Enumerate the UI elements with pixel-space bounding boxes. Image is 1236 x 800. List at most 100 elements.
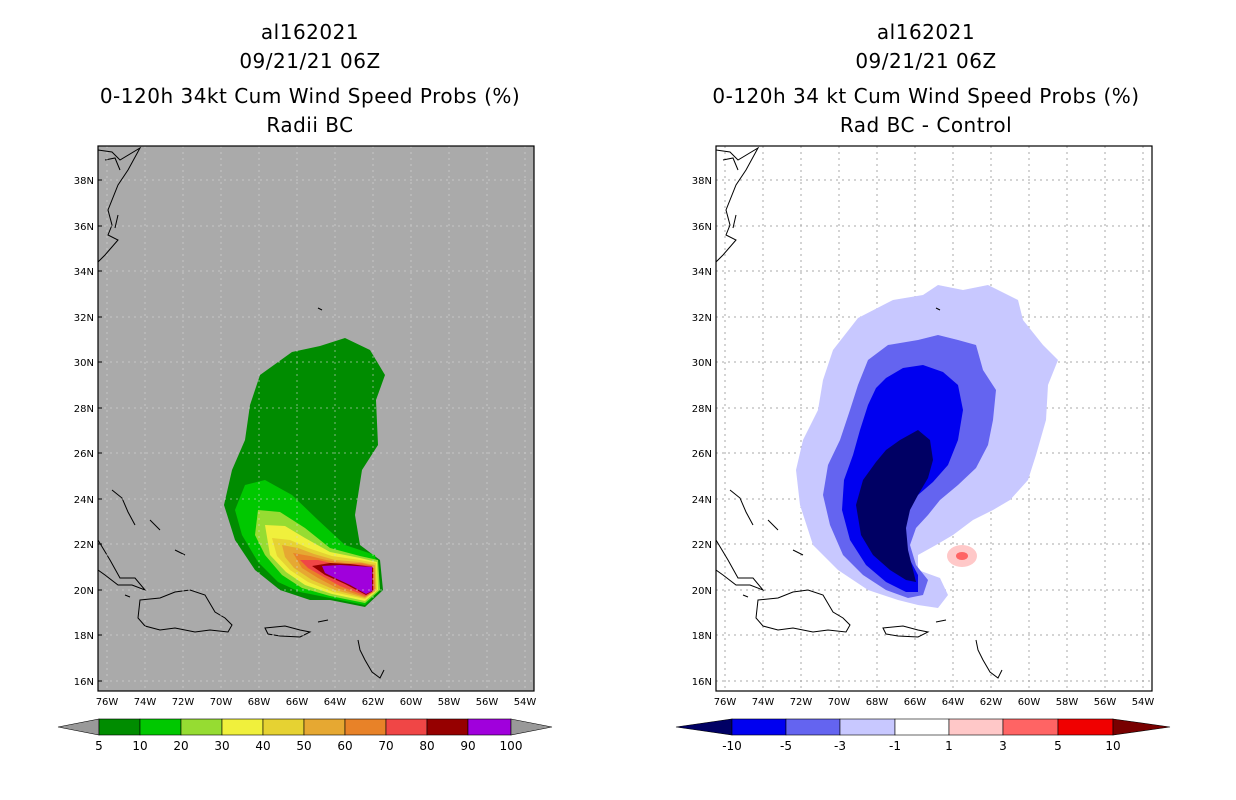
- left-colorbar-cell: [467, 718, 512, 736]
- legend-label: -3: [834, 739, 846, 753]
- left-map-frame: [97, 145, 535, 692]
- right-colorbar-cell: [731, 718, 787, 736]
- left-datetime: 09/21/21 06Z: [239, 49, 381, 73]
- lat-label: 26N: [74, 449, 94, 460]
- lat-label: 36N: [692, 222, 712, 233]
- legend-label: 10: [132, 739, 147, 753]
- lon-label: 56W: [476, 697, 499, 708]
- lon-label: 70W: [210, 697, 233, 708]
- right-colorbar-cell: [785, 718, 841, 736]
- diff-contour-plus3: [956, 552, 968, 560]
- right-storm-id: al162021: [876, 20, 976, 44]
- legend-label: 100: [500, 739, 523, 753]
- lon-label: 72W: [172, 697, 195, 708]
- right-datetime: 09/21/21 06Z: [855, 49, 997, 73]
- legend-label: 5: [1054, 739, 1062, 753]
- lon-label: 68W: [866, 697, 889, 708]
- lat-label: 38N: [692, 176, 712, 187]
- right-coastlines: [716, 146, 1003, 679]
- right-lat-labels: 38N 36N 34N 32N 30N 28N 26N 24N 22N 20N …: [692, 176, 712, 688]
- lon-label: 58W: [438, 697, 461, 708]
- lat-label: 34N: [74, 267, 94, 278]
- lat-label: 24N: [692, 495, 712, 506]
- legend-label: 3: [999, 739, 1007, 753]
- lat-label: 26N: [692, 449, 712, 460]
- lon-label: 60W: [1018, 697, 1041, 708]
- lon-label: 76W: [714, 697, 737, 708]
- legend-label: -10: [722, 739, 742, 753]
- left-title-block: al162021 09/21/21 06Z 0-120h 34kt Cum Wi…: [60, 18, 560, 140]
- left-colorbar-cell: [139, 718, 182, 736]
- right-map-frame: [715, 145, 1153, 692]
- lon-label: 58W: [1056, 697, 1079, 708]
- lat-label: 32N: [692, 313, 712, 324]
- lon-label: 72W: [790, 697, 813, 708]
- left-colorbar-cell: [262, 718, 305, 736]
- left-subtitle: Radii BC: [266, 113, 354, 137]
- right-lon-labels: 76W 74W 72W 70W 68W 66W 64W 62W 60W 58W …: [714, 697, 1155, 708]
- right-map: 38N 36N 34N 32N 30N 28N 26N 24N 22N 20N …: [675, 145, 1171, 753]
- lon-label: 66W: [286, 697, 309, 708]
- legend-label: 40: [255, 739, 270, 753]
- right-colorbar-cell: [894, 718, 950, 736]
- legend-label: 50: [296, 739, 311, 753]
- legend-label: 1: [945, 739, 953, 753]
- left-map: 38N 36N 34N 32N 30N 28N 26N 24N 22N 20N …: [57, 145, 553, 753]
- right-colorbar-labels: -10 -5 -3 -1 1 3 5 10: [722, 739, 1120, 753]
- diff-contour-minus10: [856, 430, 933, 582]
- lat-label: 22N: [692, 540, 712, 551]
- lat-label: 24N: [74, 495, 94, 506]
- left-colorbar-cell: [98, 718, 141, 736]
- legend-label: 10: [1105, 739, 1120, 753]
- lat-label: 20N: [692, 586, 712, 597]
- lat-label: 32N: [74, 313, 94, 324]
- right-colorbar-cell: [839, 718, 896, 736]
- lon-label: 56W: [1094, 697, 1117, 708]
- lat-label: 34N: [692, 267, 712, 278]
- right-colorbar: [675, 718, 1171, 736]
- lat-label: 36N: [74, 222, 94, 233]
- left-colorbar-labels: 5 10 20 30 40 50 60 70 80 90 100: [95, 739, 522, 753]
- legend-label: 30: [214, 739, 229, 753]
- lon-label: 66W: [904, 697, 927, 708]
- left-product: 0-120h 34kt Cum Wind Speed Probs (%): [99, 84, 521, 108]
- lon-label: 62W: [362, 697, 385, 708]
- legend-label: 70: [378, 739, 393, 753]
- right-product: 0-120h 34 kt Cum Wind Speed Probs (%): [712, 84, 1140, 108]
- lat-label: 28N: [74, 404, 94, 415]
- lon-label: 74W: [752, 697, 775, 708]
- left-colorbar-lower-arrow: [57, 718, 100, 736]
- left-colorbar-cell: [303, 718, 346, 736]
- left-lon-labels: 76W 74W 72W 70W 68W 66W 64W 62W 60W 58W …: [96, 697, 537, 708]
- lat-label: 16N: [74, 677, 94, 688]
- lat-label: 18N: [74, 631, 94, 642]
- lon-label: 62W: [980, 697, 1003, 708]
- legend-label: 80: [419, 739, 434, 753]
- left-colorbar-upper-arrow: [510, 718, 553, 736]
- lat-label: 18N: [692, 631, 712, 642]
- left-colorbar-cell: [180, 718, 223, 736]
- right-colorbar-cell: [1002, 718, 1059, 736]
- lat-label: 22N: [74, 540, 94, 551]
- lon-label: 64W: [942, 697, 965, 708]
- left-colorbar-cell: [344, 718, 387, 736]
- lon-label: 68W: [248, 697, 271, 708]
- left-lat-labels: 38N 36N 34N 32N 30N 28N 26N 24N 22N 20N …: [74, 176, 94, 688]
- lat-label: 28N: [692, 404, 712, 415]
- lon-label: 76W: [96, 697, 119, 708]
- right-grid: [716, 146, 1152, 691]
- legend-label: -1: [889, 739, 901, 753]
- lat-label: 38N: [74, 176, 94, 187]
- lon-label: 60W: [400, 697, 423, 708]
- right-colorbar-cell: [948, 718, 1004, 736]
- left-colorbar-cell: [426, 718, 469, 736]
- lat-label: 16N: [692, 677, 712, 688]
- lon-label: 74W: [134, 697, 157, 708]
- lon-label: 64W: [324, 697, 347, 708]
- legend-label: 5: [95, 739, 103, 753]
- lat-label: 30N: [74, 358, 94, 369]
- legend-label: 60: [337, 739, 352, 753]
- left-lat-ticks: [98, 179, 102, 682]
- left-colorbar-cell: [221, 718, 264, 736]
- lon-label: 54W: [514, 697, 537, 708]
